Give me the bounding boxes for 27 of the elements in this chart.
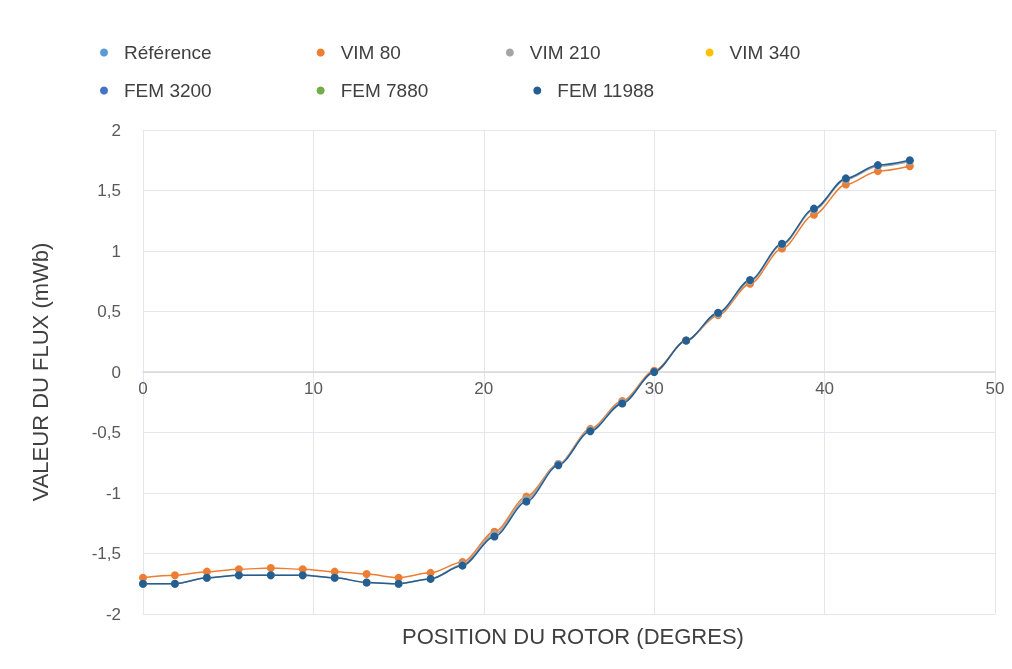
x-tick-label: 40 [815,379,835,398]
y-tick-label: 2 [111,120,121,140]
legend-label: FEM 7880 [340,80,429,101]
x-tick-label: 0 [138,379,148,398]
x-axis-title: POSITION DU ROTOR (DEGRES) [402,623,744,649]
y-tick-label: 1,5 [97,181,121,200]
x-tick-label: 30 [644,379,664,398]
legend-label: Référence [124,42,212,63]
legend-label: FEM 3200 [124,80,212,101]
y-tick-label: -2 [105,604,121,624]
legend-label: FEM 11988 [557,80,655,101]
y-tick-label: 1 [111,241,121,261]
y-axis-title: VALEUR DU FLUX (mWb) [27,242,53,502]
legend-label: VIM 80 [340,42,401,63]
legend-label: VIM 340 [729,42,801,63]
point [170,571,179,580]
legend-label: VIM 210 [529,42,601,63]
point [266,564,275,573]
y-tick-label: 0 [111,362,121,382]
y-tick-label: -0,5 [91,423,121,442]
point [362,570,371,579]
x-tick-label: 10 [303,379,323,398]
x-tick-label: 20 [474,379,494,398]
y-tick-label: -1,5 [91,544,121,563]
y-tick-label: -1 [105,483,121,503]
x-tick-label: 50 [985,379,1005,398]
y-tick-label: 0,5 [97,302,121,321]
